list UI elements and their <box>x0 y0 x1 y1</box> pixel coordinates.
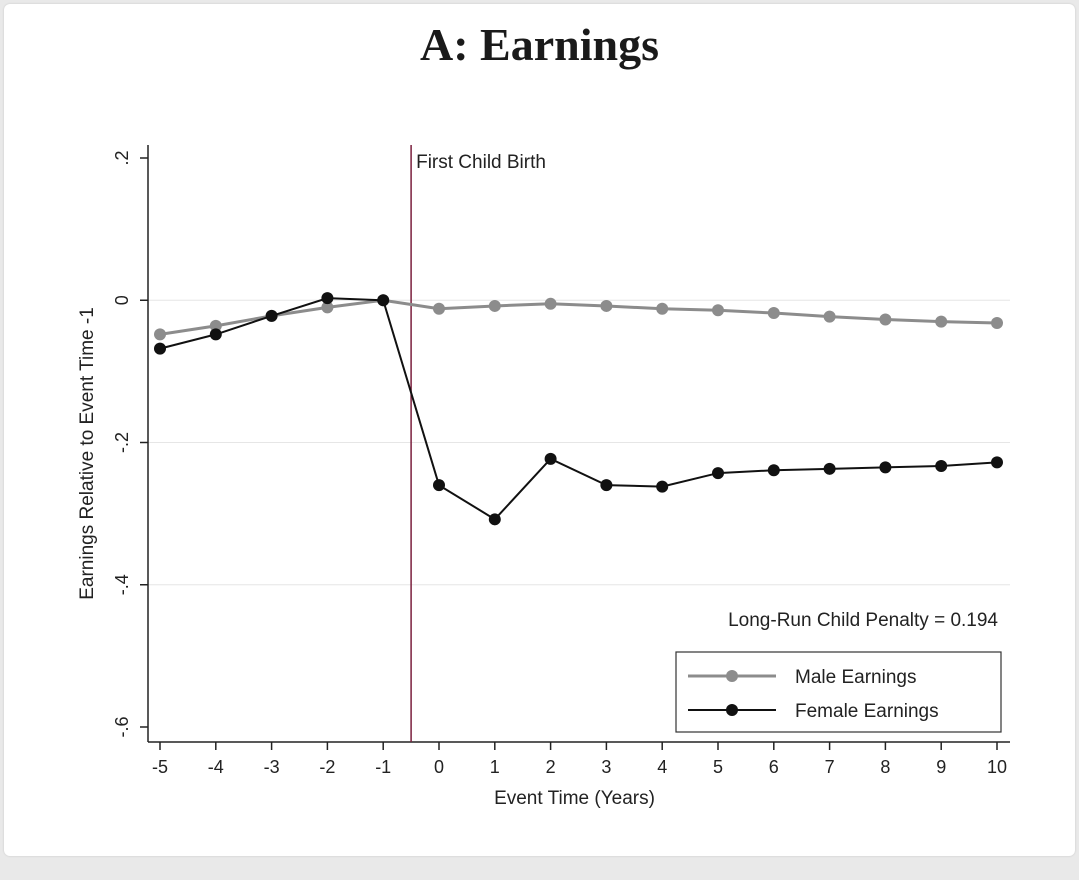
data-point <box>935 315 948 328</box>
y-tick-label: 0 <box>112 295 132 305</box>
data-point <box>600 479 613 492</box>
x-tick-label: -1 <box>375 757 391 777</box>
data-point <box>600 299 613 312</box>
legend-label: Female Earnings <box>795 701 939 722</box>
y-tick-label: -.4 <box>112 574 132 595</box>
x-tick-label: -5 <box>152 757 168 777</box>
x-tick-label: -3 <box>264 757 280 777</box>
data-point <box>433 302 445 315</box>
y-tick-label: .2 <box>112 150 132 165</box>
data-point <box>991 456 1003 469</box>
y-axis-title: Earnings Relative to Event Time -1 <box>77 307 98 600</box>
data-point <box>991 317 1003 330</box>
data-point <box>544 452 557 465</box>
data-point <box>154 328 166 341</box>
data-point <box>488 513 501 526</box>
data-point <box>712 467 724 480</box>
legend-swatch-marker <box>726 704 738 716</box>
legend-label: Male Earnings <box>795 667 916 688</box>
series-male-earnings <box>154 294 1003 341</box>
data-point <box>879 313 892 326</box>
x-tick-label: 8 <box>880 757 890 777</box>
x-tick-label: 1 <box>490 757 500 777</box>
legend-swatch-marker <box>726 670 738 682</box>
series-layer <box>154 292 1003 526</box>
data-point <box>209 328 222 341</box>
x-tick-label: 10 <box>987 757 1007 777</box>
chart-title: A: Earnings <box>420 19 659 70</box>
axes-layer: .2 0 -.2 -.4 -.6 -5 -4 -3 -2 -1 0 1 2 3 4 5 6 7 8 9 10 <box>112 145 1010 777</box>
data-point <box>767 464 780 477</box>
x-tick-label: -4 <box>208 757 224 777</box>
x-tick-label: -2 <box>319 757 335 777</box>
grid-layer <box>148 299 1010 586</box>
data-point <box>823 462 836 475</box>
event-line-label: First Child Birth <box>416 152 546 173</box>
x-tick-label: 9 <box>936 757 946 777</box>
series-line <box>159 297 998 521</box>
data-point <box>321 292 334 305</box>
x-tick-label: 7 <box>825 757 835 777</box>
data-point <box>935 459 948 472</box>
data-point <box>656 480 669 493</box>
data-point <box>823 310 836 323</box>
child-penalty-annotation: Long-Run Child Penalty = 0.194 <box>728 610 998 631</box>
data-point <box>321 301 334 314</box>
event-line-group: First Child Birth <box>410 145 546 742</box>
y-tick-label: -.6 <box>112 716 132 737</box>
legend: Male Earnings Female Earnings <box>675 651 1002 733</box>
x-tick-label: 4 <box>657 757 667 777</box>
data-point <box>265 309 278 322</box>
series-line <box>159 298 998 336</box>
x-tick-label: 6 <box>769 757 779 777</box>
x-axis-title: Event Time (Years) <box>494 788 655 809</box>
data-point <box>433 479 445 492</box>
x-tick-label: 5 <box>713 757 723 777</box>
legend-box <box>675 651 1002 733</box>
y-tick-label: -.2 <box>112 432 132 453</box>
data-point <box>712 304 724 317</box>
data-point <box>377 294 390 307</box>
series-female-earnings <box>154 292 1003 526</box>
data-point <box>767 307 780 320</box>
x-tick-label: 0 <box>434 757 444 777</box>
x-tick-label: 3 <box>601 757 611 777</box>
data-point <box>656 302 669 315</box>
data-point <box>488 299 501 312</box>
data-point <box>879 461 892 474</box>
data-point <box>154 342 166 355</box>
x-tick-label: 2 <box>546 757 556 777</box>
data-point <box>544 297 557 310</box>
data-point <box>209 319 222 332</box>
